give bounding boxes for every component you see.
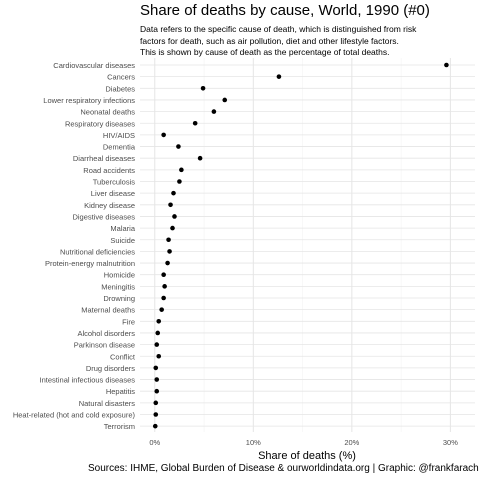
y-tick-label: Diarrheal diseases	[73, 154, 135, 163]
data-point	[211, 109, 217, 114]
y-tick-label: Intestinal infectious diseases	[40, 376, 136, 385]
x-tick-label: 20%	[344, 438, 359, 447]
y-tick-label: Suicide	[110, 236, 135, 245]
y-tick-label: HIV/AIDS	[103, 131, 135, 140]
data-point	[444, 62, 449, 68]
y-tick-label: Neonatal deaths	[80, 108, 135, 117]
data-point	[155, 330, 161, 336]
data-point	[166, 237, 171, 243]
data-point	[161, 272, 166, 278]
y-tick-label: Kidney disease	[84, 201, 135, 210]
y-tick-label: Cancers	[107, 73, 135, 82]
data-point	[172, 214, 177, 219]
x-tick-label: 30%	[443, 438, 458, 447]
grid-lines	[140, 58, 475, 432]
data-point	[168, 202, 173, 208]
y-tick-label: Conflict	[110, 352, 136, 361]
data-point	[222, 97, 228, 103]
data-point	[152, 423, 158, 429]
y-tick-label: Alcohol disorders	[77, 329, 135, 338]
y-tick-label: Heat-related (hot and cold exposure)	[13, 411, 136, 420]
y-tick-label: Meningitis	[101, 282, 135, 291]
data-point	[171, 190, 176, 196]
data-point	[159, 307, 164, 312]
y-tick-label: Lower respiratory infections	[43, 96, 135, 105]
data-point	[156, 353, 162, 359]
data-point	[165, 260, 170, 266]
data-point	[200, 86, 206, 91]
y-tick-label: Homicide	[104, 271, 135, 280]
data-point	[161, 295, 166, 301]
y-tick-label: Cardiovascular diseases	[53, 61, 135, 70]
chart-subtitle: Data refers to the specific cause of dea…	[140, 24, 416, 59]
data-point	[153, 412, 159, 417]
subtitle-line: Data refers to the specific cause of dea…	[140, 24, 417, 34]
data-point	[177, 179, 182, 184]
data-point	[156, 319, 162, 324]
y-tick-label: Hepatitis	[106, 387, 135, 396]
y-axis-labels: Cardiovascular diseases Cancers Diabetes Lo…	[13, 61, 136, 431]
y-tick-label: Nutritional deficiencies	[60, 247, 135, 256]
x-tick-label: 10%	[246, 438, 261, 447]
subtitle-line: factors for death, such as air pollution…	[140, 35, 399, 46]
chart-caption: Sources: IHME, Global Burden of Disease …	[88, 463, 479, 474]
data-points	[152, 62, 449, 429]
x-tick-label: 0%	[149, 438, 160, 447]
data-point	[170, 225, 175, 231]
y-tick-label: Drug disorders	[86, 364, 135, 373]
y-tick-label: Respiratory diseases	[65, 119, 135, 128]
y-tick-label: Liver disease	[91, 189, 135, 198]
data-point	[276, 74, 282, 79]
y-tick-label: Malaria	[110, 224, 135, 233]
data-point	[162, 284, 167, 289]
y-tick-label: Protein-energy malnutrition	[45, 259, 135, 268]
x-axis-labels: 0% 10% 20% 30%	[149, 438, 458, 447]
x-axis-title: Share of deaths (%)	[258, 450, 356, 462]
data-point	[154, 377, 160, 382]
y-tick-label: Terrorism	[104, 422, 135, 431]
y-tick-label: Digestive diseases	[72, 212, 135, 221]
data-point	[154, 342, 160, 347]
y-tick-label: Maternal deaths	[81, 306, 135, 315]
data-point	[161, 132, 166, 138]
chart-title: Share of deaths by cause, World, 1990 (#…	[140, 2, 430, 19]
y-tick-label: Parkinson disease	[74, 341, 135, 350]
data-point	[153, 365, 159, 371]
y-tick-label: Natural disasters	[79, 399, 136, 408]
data-point	[154, 388, 160, 394]
subtitle-line: This is shown by cause of death as the p…	[140, 47, 390, 57]
data-point	[192, 120, 198, 126]
y-tick-label: Tuberculosis	[93, 178, 135, 187]
data-point	[167, 249, 172, 254]
y-tick-label: Dementia	[103, 143, 136, 152]
y-tick-label: Drowning	[103, 294, 135, 303]
data-point	[176, 144, 181, 149]
data-point	[153, 400, 159, 406]
y-tick-label: Road accidents	[83, 166, 135, 175]
data-point	[179, 167, 184, 173]
y-tick-label: Diabetes	[105, 84, 135, 93]
data-point	[197, 155, 203, 161]
y-tick-label: Fire	[122, 317, 135, 326]
